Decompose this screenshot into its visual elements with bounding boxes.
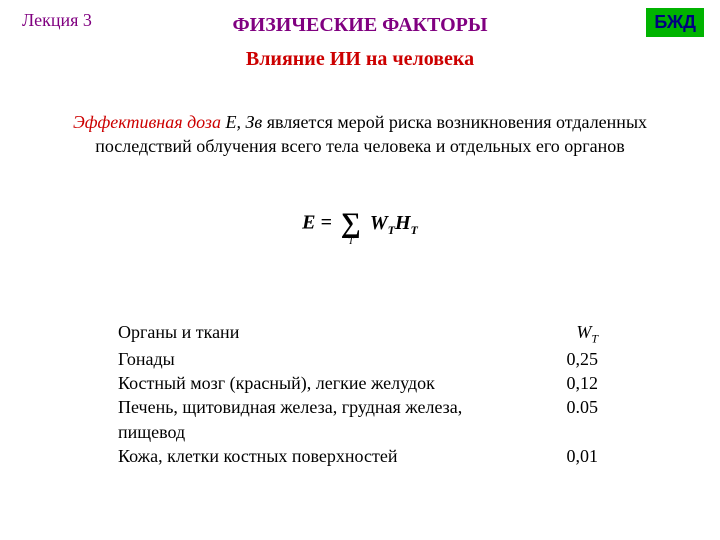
organ-name: Гонады (118, 347, 538, 371)
definition-term: Эффективная доза (73, 112, 221, 132)
table-row: Печень, щитовидная железа, грудная желез… (118, 395, 598, 444)
definition-symbol: Е, Зв (221, 112, 262, 132)
organ-value: 0,01 (538, 444, 598, 468)
formula: Е = ∑ T WTHT (0, 210, 720, 238)
sigma-subscript: T (348, 236, 354, 247)
table-header-row: Органы и ткани WT (118, 320, 598, 347)
organ-name: Костный мозг (красный), легкие желудок (118, 371, 538, 395)
weights-table: Органы и ткани WT Гонады 0,25 Костный мо… (118, 320, 598, 468)
formula-w: WT (370, 212, 395, 234)
formula-lhs: Е = (302, 212, 332, 234)
slide-title: ФИЗИЧЕСКИЕ ФАКТОРЫ (0, 14, 720, 37)
table-row: Кожа, клетки костных поверхностей 0,01 (118, 444, 598, 468)
organ-value: 0,12 (538, 371, 598, 395)
table-row: Гонады 0,25 (118, 347, 598, 371)
header-symbol: WT (538, 320, 598, 347)
organ-name: Кожа, клетки костных поверхностей (118, 444, 538, 468)
organ-value: 0.05 (538, 395, 598, 419)
header-organs: Органы и ткани (118, 320, 538, 344)
organ-name: Печень, щитовидная железа, грудная желез… (118, 395, 538, 444)
formula-h: HT (395, 212, 418, 234)
slide-subtitle: Влияние ИИ на человека (0, 48, 720, 71)
organ-value: 0,25 (538, 347, 598, 371)
sigma-icon: ∑ T (341, 210, 361, 238)
definition-text: Эффективная доза Е, Зв является мерой ри… (48, 110, 672, 159)
table-row: Костный мозг (красный), легкие желудок 0… (118, 371, 598, 395)
